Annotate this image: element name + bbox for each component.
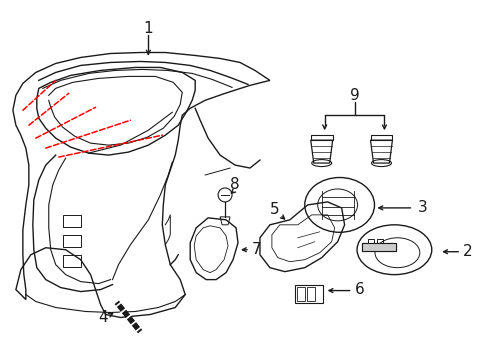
- Text: 6: 6: [354, 282, 364, 297]
- Bar: [294, 285, 322, 302]
- Bar: [310, 135, 332, 140]
- Text: 2: 2: [462, 244, 472, 259]
- Bar: [62, 255, 81, 267]
- Bar: [62, 235, 81, 247]
- Bar: [361, 243, 396, 251]
- Bar: [377, 239, 383, 243]
- Text: 7: 7: [251, 242, 261, 257]
- Bar: [306, 287, 314, 301]
- Bar: [370, 135, 392, 140]
- Bar: [361, 243, 396, 251]
- Bar: [367, 239, 373, 243]
- Text: 8: 8: [230, 177, 239, 193]
- Text: 5: 5: [269, 202, 279, 217]
- Bar: [62, 215, 81, 227]
- Text: 4: 4: [99, 310, 108, 325]
- Bar: [296, 287, 304, 301]
- Text: 1: 1: [143, 21, 153, 36]
- Text: 3: 3: [416, 201, 426, 215]
- Text: 9: 9: [349, 88, 359, 103]
